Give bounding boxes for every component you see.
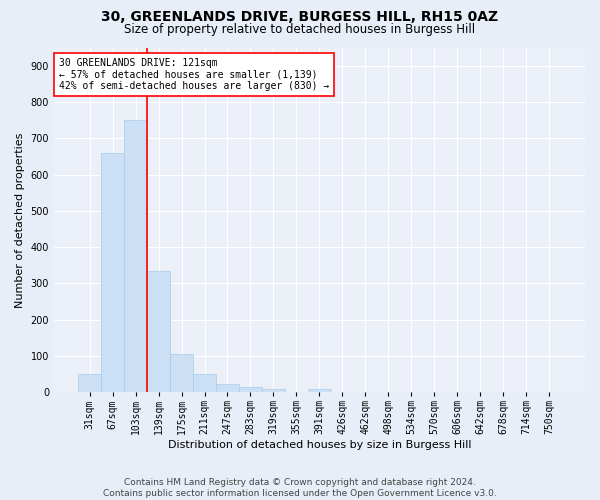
- Bar: [101, 152, 124, 392]
- Bar: [262, 388, 285, 392]
- Y-axis label: Number of detached properties: Number of detached properties: [15, 132, 25, 308]
- Bar: [147, 270, 170, 392]
- Bar: [170, 354, 193, 392]
- Bar: [239, 387, 262, 392]
- Text: Contains HM Land Registry data © Crown copyright and database right 2024.
Contai: Contains HM Land Registry data © Crown c…: [103, 478, 497, 498]
- X-axis label: Distribution of detached houses by size in Burgess Hill: Distribution of detached houses by size …: [168, 440, 471, 450]
- Bar: [216, 384, 239, 392]
- Bar: [308, 390, 331, 392]
- Bar: [78, 374, 101, 392]
- Text: 30, GREENLANDS DRIVE, BURGESS HILL, RH15 0AZ: 30, GREENLANDS DRIVE, BURGESS HILL, RH15…: [101, 10, 499, 24]
- Text: Size of property relative to detached houses in Burgess Hill: Size of property relative to detached ho…: [124, 22, 476, 36]
- Bar: [124, 120, 147, 392]
- Bar: [193, 374, 216, 392]
- Text: 30 GREENLANDS DRIVE: 121sqm
← 57% of detached houses are smaller (1,139)
42% of : 30 GREENLANDS DRIVE: 121sqm ← 57% of det…: [59, 58, 329, 91]
